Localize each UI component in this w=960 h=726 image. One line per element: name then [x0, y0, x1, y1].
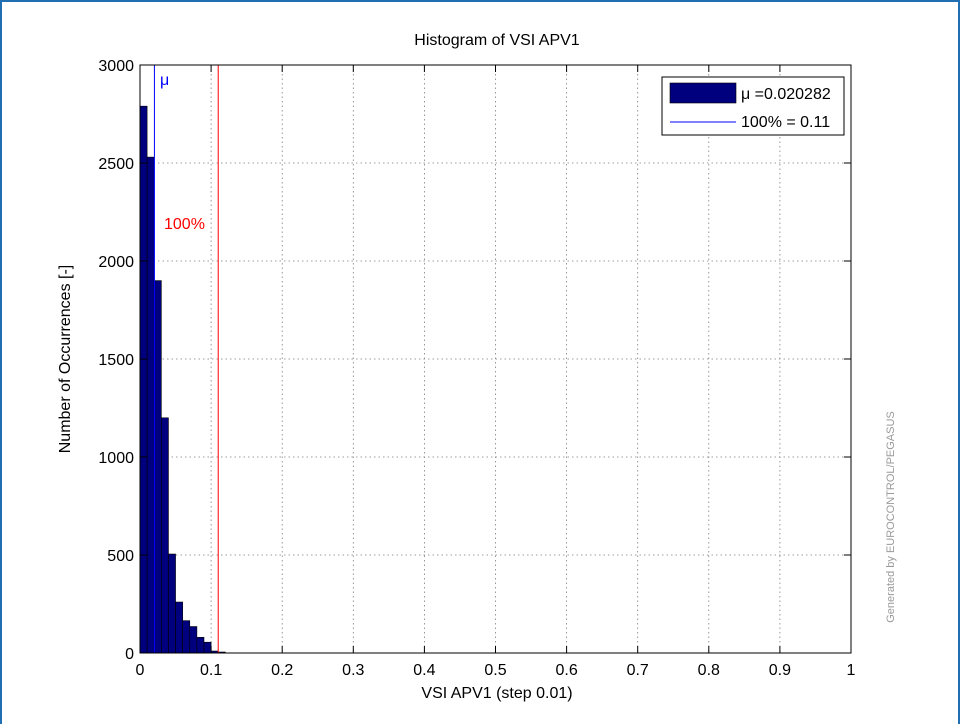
x-axis-ticks: 0 0.1 0.2 0.3 0.4 0.5 0.6 0.7 0.8 0.9 1: [136, 65, 856, 679]
x-tick-label: 0.9: [769, 662, 791, 679]
x-tick-label: 0.3: [342, 662, 364, 679]
histogram-bar: [146, 156, 155, 654]
histogram-bar: [203, 641, 212, 654]
x-tick-label: 0.1: [200, 662, 222, 679]
y-tick-label: 2000: [98, 254, 134, 271]
histogram-bar: [153, 280, 162, 654]
x-tick-label: 0.6: [555, 662, 577, 679]
y-tick-label: 500: [107, 548, 134, 565]
y-axis-ticks: 0 500 1000 1500 2000 2500 3000: [98, 58, 851, 663]
y-axis-label: Number of Occurrences [-]: [57, 265, 74, 454]
legend-label-mean: μ =0.020282: [741, 86, 831, 103]
histogram-bar: [175, 601, 183, 654]
y-tick-label: 0: [125, 646, 134, 663]
y-tick-label: 2500: [98, 156, 134, 173]
x-tick-label: 0.8: [698, 662, 720, 679]
limit-marker-label: 100%: [164, 216, 205, 233]
x-tick-label: 0.2: [271, 662, 293, 679]
x-tick-label: 0.4: [413, 662, 435, 679]
x-tick-label: 0.5: [484, 662, 506, 679]
chart-title: Histogram of VSI APV1: [414, 32, 580, 49]
legend-patch-mean: [669, 82, 737, 104]
histogram-bar: [189, 626, 198, 654]
y-tick-label: 1500: [98, 352, 134, 369]
y-tick-label: 1000: [98, 450, 134, 467]
y-tick-label: 3000: [98, 58, 134, 75]
x-axis-label: VSI APV1 (step 0.01): [421, 685, 572, 702]
watermark-text: Generated by EUROCONTROL/PEGASUS: [885, 411, 897, 623]
legend: μ =0.020282 100% = 0.11: [661, 76, 845, 136]
x-tick-label: 0: [136, 662, 145, 679]
histogram-bar: [182, 620, 191, 654]
reference-lines: [153, 65, 219, 653]
mean-marker-label: μ: [160, 72, 169, 89]
x-tick-label: 0.7: [627, 662, 649, 679]
x-tick-label: 1: [847, 662, 856, 679]
histogram-bar: [139, 105, 148, 654]
histogram-bar: [168, 553, 176, 654]
legend-label-limit: 100% = 0.11: [741, 114, 830, 131]
histogram-bar: [161, 417, 169, 654]
histogram-bar: [196, 637, 205, 654]
grid-lines: [140, 65, 851, 653]
